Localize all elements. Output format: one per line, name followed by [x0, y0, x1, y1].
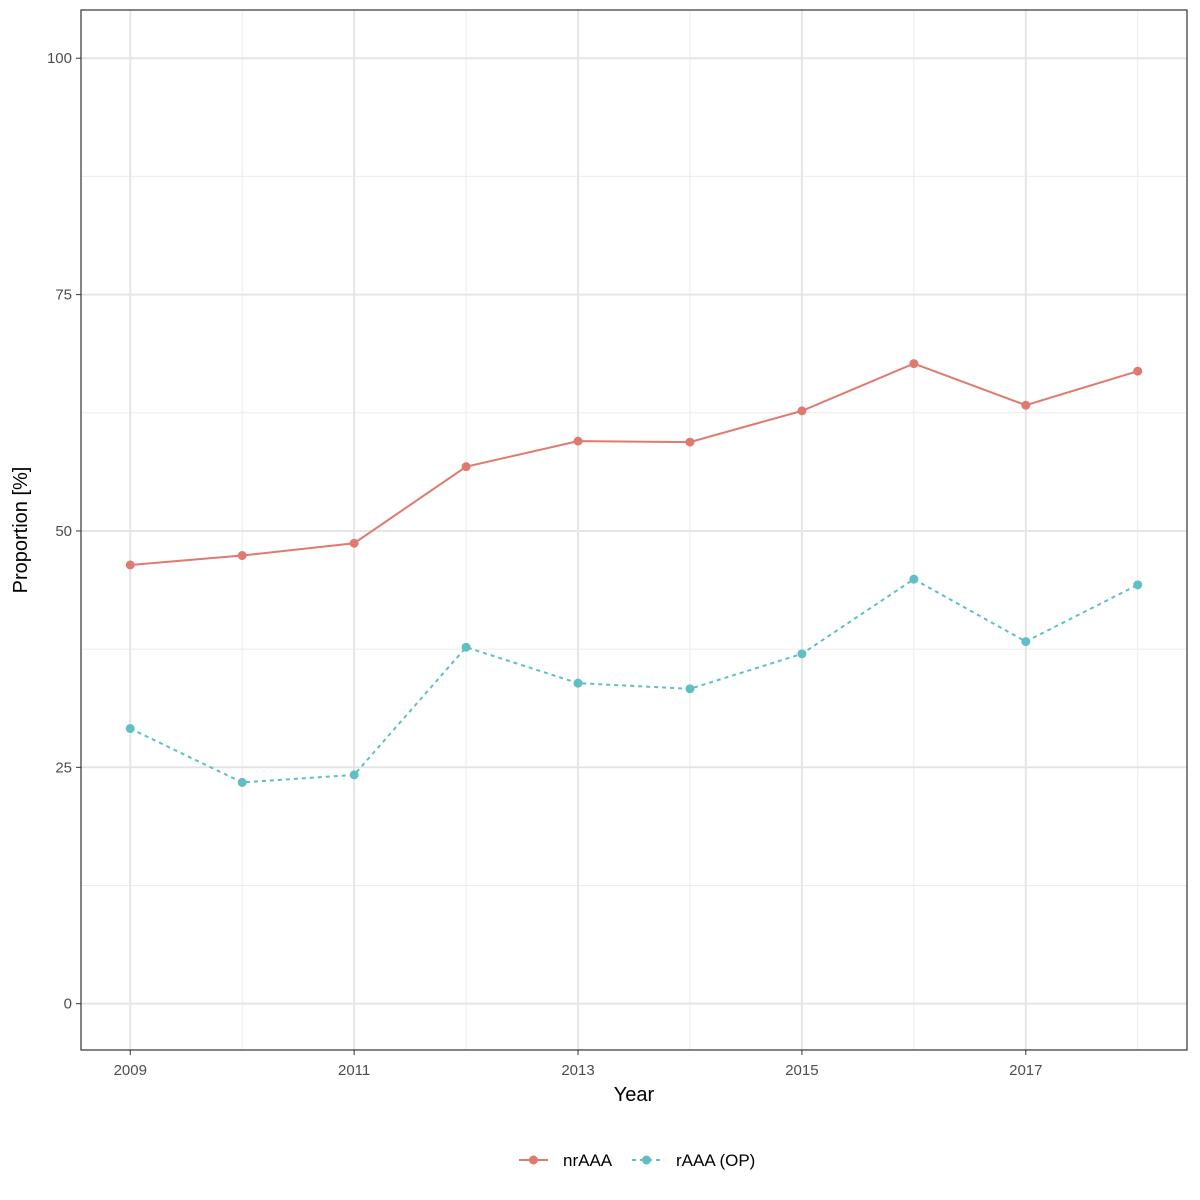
- data-point-nrAAA-2010: [237, 551, 247, 561]
- data-point-nrAAA-2018: [1133, 366, 1143, 376]
- data-point-rAAA-2017: [1021, 637, 1031, 647]
- data-point-nrAAA-2012: [461, 462, 471, 472]
- data-point-rAAA-2009: [125, 724, 135, 734]
- grid: [81, 10, 1187, 1050]
- data-point-nrAAA-2015: [797, 406, 807, 416]
- legend-marker-nrAAA: [529, 1155, 538, 1165]
- legend-label-nrAAA: nrAAA: [563, 1151, 613, 1170]
- x-tick-label: 2017: [1009, 1062, 1042, 1079]
- data-point-rAAA-2014: [685, 684, 695, 694]
- data-point-nrAAA-2016: [909, 359, 919, 369]
- series-line-rAAA: [129, 577, 1139, 784]
- data-point-rAAA-2016: [909, 574, 919, 584]
- y-tick-label: 100: [47, 50, 72, 67]
- data-point-rAAA-2012: [461, 642, 471, 652]
- y-tick-label: 50: [55, 523, 72, 540]
- y-axis-title: Proportion [%]: [10, 467, 32, 594]
- legend: nrAAA rAAA (OP): [519, 1151, 755, 1170]
- data-point-rAAA-2018: [1133, 580, 1143, 590]
- data-point-nrAAA-2013: [573, 436, 583, 446]
- data-point-rAAA-2013: [573, 678, 583, 688]
- data-point-rAAA-2010: [237, 777, 247, 787]
- x-tick-label: 2015: [785, 1062, 818, 1079]
- panel-border: [80, 9, 1188, 1051]
- data-point-nrAAA-2017: [1021, 400, 1031, 410]
- data-point-nrAAA-2011: [349, 538, 359, 548]
- y-tick-label: 75: [55, 287, 72, 304]
- y-tick-label: 25: [55, 759, 72, 776]
- series-line-nrAAA: [130, 362, 1139, 566]
- ticks: 0 25 50 75 100 2009 2011 2013 2015 2017: [47, 50, 1043, 1079]
- data-point-nrAAA-2014: [685, 437, 695, 447]
- x-tick-label: 2013: [561, 1062, 594, 1079]
- series-layer: [125, 359, 1143, 787]
- x-axis-title: Year: [614, 1084, 655, 1106]
- x-tick-label: 2009: [114, 1062, 147, 1079]
- data-point-rAAA-2015: [797, 649, 807, 659]
- y-tick-label: 0: [64, 996, 72, 1013]
- data-point-rAAA-2011: [349, 770, 359, 780]
- legend-marker-rAAA: [642, 1155, 651, 1165]
- legend-label-rAAA: rAAA (OP): [676, 1151, 755, 1170]
- data-point-nrAAA-2009: [125, 560, 135, 570]
- x-tick-label: 2011: [338, 1062, 370, 1079]
